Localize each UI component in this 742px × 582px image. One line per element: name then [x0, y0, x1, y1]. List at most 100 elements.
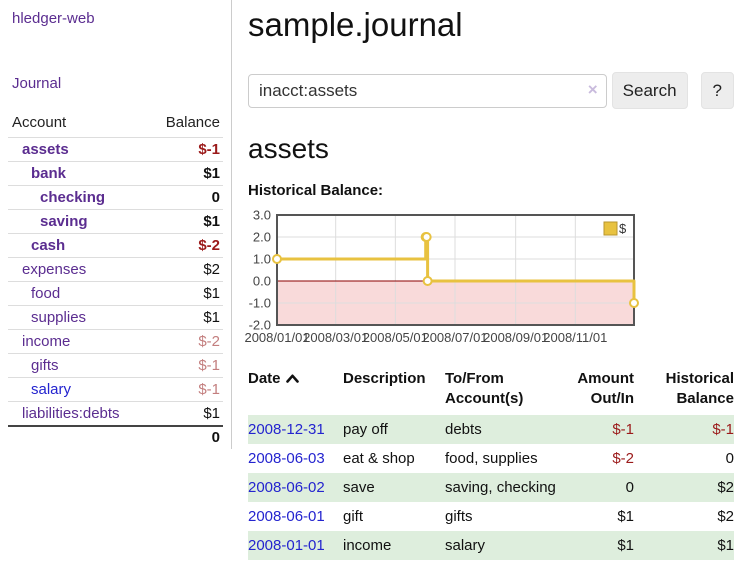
accounts-table-header: Account Balance — [8, 114, 223, 137]
chart-title: Historical Balance: — [248, 182, 384, 199]
description-cell: income — [343, 537, 392, 554]
column-header-balance: Historical Balance — [665, 370, 734, 407]
account-balance: $1 — [203, 405, 220, 422]
sidebar-account-row: food $1 — [8, 281, 223, 305]
accounts-header-balance: Balance — [165, 114, 220, 131]
sidebar-account-link[interactable]: food — [31, 285, 61, 302]
sidebar-account-row: cash $-2 — [8, 233, 223, 257]
column-header-accounts: To/From Account(s) — [445, 370, 524, 407]
clear-search-icon[interactable]: × — [587, 79, 598, 99]
column-header-amount: Amount Out/In — [577, 370, 634, 407]
x-axis-tick: 2008/03/01 — [303, 330, 368, 345]
balance-cell: 0 — [725, 450, 734, 467]
account-balance: $1 — [203, 285, 220, 302]
column-header-description: Description — [343, 370, 426, 387]
amount-cell: $1 — [617, 508, 634, 525]
accounts-rows: assets $-1 bank $1 checking 0 saving $1 cash $-2 e… — [8, 137, 223, 425]
date-cell: 2008-06-01 — [248, 502, 343, 531]
amount-cell: $1 — [617, 537, 634, 554]
accounts-table: Account Balance assets $-1 bank $1 checking 0… — [8, 114, 223, 449]
sidebar-account-link[interactable]: liabilities:debts — [22, 405, 120, 422]
table-row: 2008-12-31 pay off debts $-1 $-1 — [248, 415, 734, 444]
balance-cell: $2 — [717, 508, 734, 525]
account-balance: $2 — [203, 261, 220, 278]
account-balance: $-2 — [198, 237, 220, 254]
search-input[interactable] — [248, 73, 607, 108]
sidebar-account-link[interactable]: bank — [31, 165, 67, 182]
sidebar-account-row: saving $1 — [8, 209, 223, 233]
column-header-date[interactable]: Date — [248, 367, 343, 415]
account-balance: $-1 — [198, 357, 220, 374]
y-axis-tick: 3.0 — [253, 208, 271, 223]
legend-label: $ — [619, 221, 627, 236]
accounts-cell: saving, checking — [445, 479, 556, 496]
search-form: × Search ? — [248, 72, 734, 109]
transaction-date-link[interactable]: 2008-01-01 — [248, 537, 325, 554]
y-axis-tick: -2.0 — [249, 318, 271, 333]
x-axis-tick: 2008/01/01 — [244, 330, 309, 345]
accounts-cell: food, supplies — [445, 450, 538, 467]
data-point-marker — [272, 254, 282, 264]
transaction-date-link[interactable]: 2008-12-31 — [248, 421, 325, 438]
sidebar-account-row: checking 0 — [8, 185, 223, 209]
sidebar-account-link[interactable]: expenses — [22, 261, 87, 278]
sidebar-account-link[interactable]: gifts — [31, 357, 59, 374]
accounts-cell: debts — [445, 421, 482, 438]
transaction-date-link[interactable]: 2008-06-02 — [248, 479, 325, 496]
sidebar-account-row: expenses $2 — [8, 257, 223, 281]
balance-cell: $1 — [717, 537, 734, 554]
table-row: 2008-06-01 gift gifts $1 $2 — [248, 502, 734, 531]
y-axis-tick: -1.0 — [249, 296, 271, 311]
sidebar-account-link[interactable]: assets — [22, 141, 69, 158]
description-cell: gift — [343, 508, 364, 525]
balance-cell: $-1 — [712, 421, 734, 438]
x-axis-tick: 2008/11/01 — [543, 330, 607, 345]
help-button[interactable]: ? — [700, 72, 734, 109]
date-cell: 2008-06-03 — [248, 444, 343, 473]
account-balance: $-1 — [198, 141, 220, 158]
x-axis-tick: 2008/07/01 — [422, 330, 487, 345]
table-row: 2008-06-02 save saving, checking 0 $2 — [248, 473, 734, 502]
account-balance: $-1 — [198, 381, 220, 398]
table-row: 2008-01-01 income salary $1 $1 — [248, 531, 734, 560]
date-cell: 2008-12-31 — [248, 415, 343, 444]
sort-ascending-icon — [285, 374, 299, 383]
sidebar-account-link[interactable]: cash — [31, 237, 66, 254]
x-axis-tick: 2008/09/01 — [483, 330, 548, 345]
amount-cell: $-2 — [612, 450, 634, 467]
register-table: Date Description To/From Account(s) Amou… — [248, 367, 734, 560]
sidebar-item-journal[interactable]: Journal — [12, 75, 62, 92]
sidebar-account-row: income $-2 — [8, 329, 223, 353]
app-brand-link[interactable]: hledger-web — [12, 10, 95, 27]
data-point-marker — [629, 298, 639, 308]
y-axis-tick: 1.0 — [253, 252, 271, 267]
description-cell: eat & shop — [343, 450, 415, 467]
sidebar-account-row: gifts $-1 — [8, 353, 223, 377]
y-axis-tick: 0.0 — [253, 274, 271, 289]
accounts-total: 0 — [8, 425, 223, 449]
description-cell: pay off — [343, 421, 388, 438]
date-header-label: Date — [248, 370, 281, 387]
sidebar-account-link[interactable]: saving — [40, 213, 88, 230]
description-cell: save — [343, 479, 375, 496]
search-box: × — [248, 73, 607, 108]
account-heading: assets — [248, 133, 329, 164]
search-button[interactable]: Search — [611, 72, 688, 109]
sidebar-account-row: liabilities:debts $1 — [8, 401, 223, 425]
sidebar-account-link[interactable]: supplies — [31, 309, 87, 326]
data-point-marker — [421, 232, 432, 242]
sidebar-account-link[interactable]: income — [22, 333, 71, 350]
data-point-marker — [422, 276, 433, 286]
transaction-date-link[interactable]: 2008-06-03 — [248, 450, 325, 467]
account-balance: $1 — [203, 213, 220, 230]
sidebar-account-row: supplies $1 — [8, 305, 223, 329]
sidebar-account-link[interactable]: checking — [40, 189, 106, 206]
account-balance: 0 — [211, 189, 220, 206]
accounts-header-account: Account — [12, 114, 67, 131]
sidebar-account-link[interactable]: salary — [31, 381, 72, 398]
page-title: sample.journal — [248, 6, 463, 43]
account-balance: $1 — [203, 309, 220, 326]
transaction-date-link[interactable]: 2008-06-01 — [248, 508, 325, 525]
sidebar-account-row: assets $-1 — [8, 137, 223, 161]
amount-cell: $-1 — [612, 421, 634, 438]
